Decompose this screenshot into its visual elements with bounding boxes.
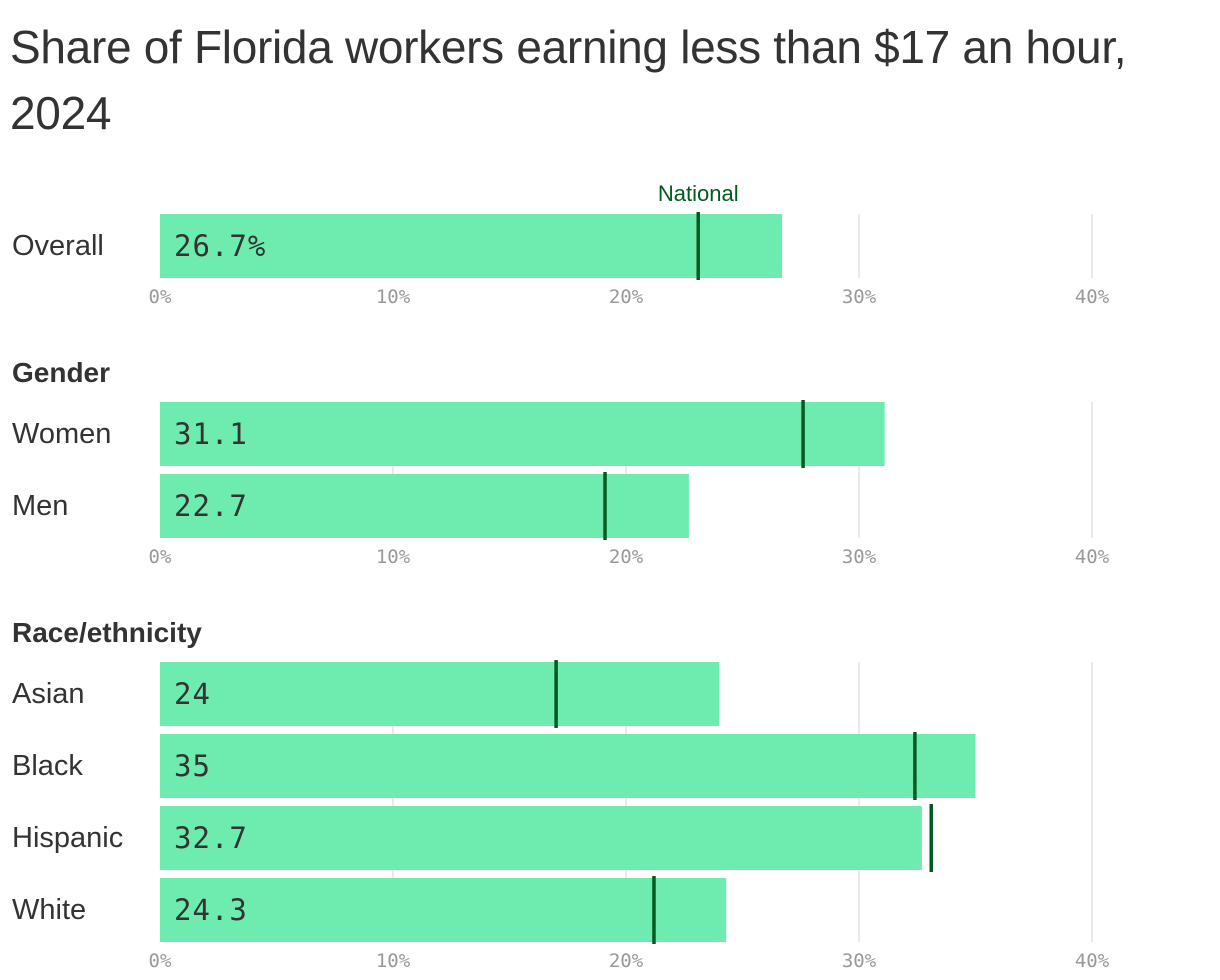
row-label: White [12,894,86,926]
data-label: 22.7 [174,489,248,523]
x-tick-label: 0% [149,950,172,972]
x-tick-label: 0% [149,286,172,308]
x-tick-label: 30% [842,546,877,568]
x-tick-label: 40% [1075,286,1110,308]
x-tick-label: 20% [609,286,644,308]
data-label: 24 [174,677,211,711]
bar [160,214,783,278]
data-label: 31.1 [174,417,248,451]
data-label: 24.3 [174,893,248,927]
bar [160,734,976,798]
data-label: 26.7% [174,229,266,263]
section-label: Race/ethnicity [12,617,202,648]
data-label: 35 [174,749,211,783]
national-marker-label: National [658,181,739,206]
row-label: Overall [12,230,104,262]
x-tick-label: 30% [842,950,877,972]
x-tick-label: 10% [376,950,411,972]
bar [160,662,720,726]
row-label: Men [12,490,68,522]
section-label: Gender [12,357,110,388]
x-tick-label: 0% [149,546,172,568]
data-label: 32.7 [174,821,248,855]
row-label: Black [12,750,83,782]
bar [160,402,885,466]
bar [160,474,689,538]
bar [160,806,922,870]
chart-title: Share of Florida workers earning less th… [10,21,1127,139]
x-tick-label: 30% [842,286,877,308]
row-label: Asian [12,678,85,710]
x-tick-label: 40% [1075,950,1110,972]
x-tick-label: 40% [1075,546,1110,568]
row-label: Hispanic [12,822,123,854]
x-tick-label: 20% [609,546,644,568]
x-tick-label: 20% [609,950,644,972]
row-label: Women [12,418,111,450]
x-tick-label: 10% [376,286,411,308]
x-tick-label: 10% [376,546,411,568]
bar [160,878,727,942]
